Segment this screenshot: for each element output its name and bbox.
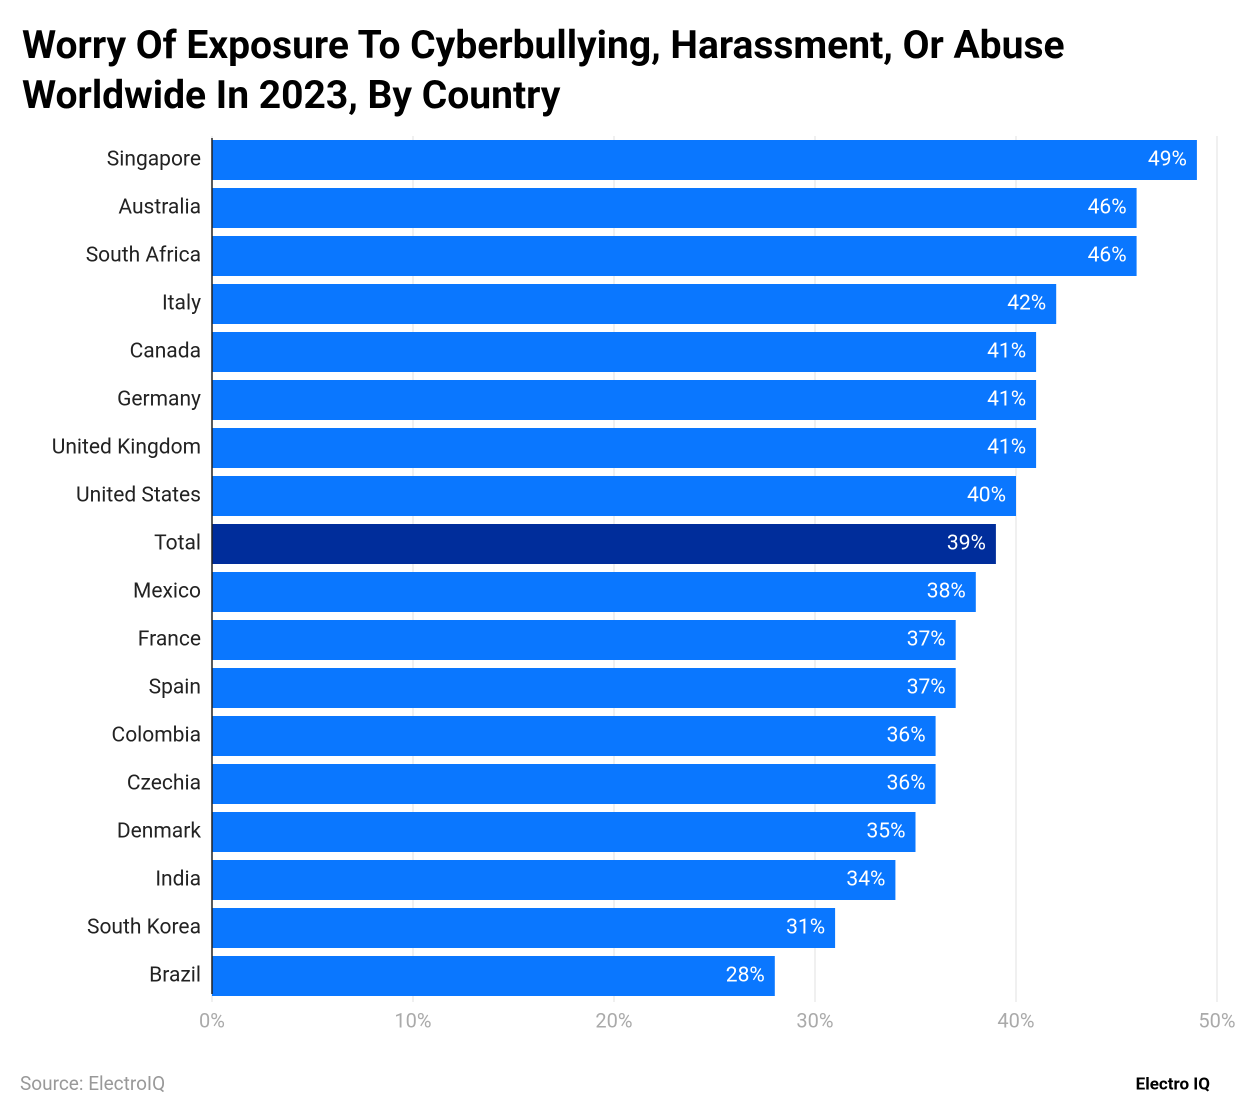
y-tick-label: Canada (130, 340, 201, 364)
value-label: 41% (987, 436, 1026, 460)
value-label: 28% (726, 964, 765, 988)
bar (212, 332, 1037, 372)
y-tick-label: Germany (117, 388, 201, 412)
y-tick-label: United States (76, 484, 201, 508)
bar (212, 284, 1057, 324)
y-tick-label: United Kingdom (52, 436, 201, 460)
value-label: 39% (947, 532, 986, 556)
y-tick-label: South Africa (86, 244, 201, 268)
bar (212, 524, 996, 564)
value-label: 49% (1148, 148, 1187, 172)
y-tick-label: Denmark (117, 820, 201, 844)
x-tick-label: 0% (199, 1008, 225, 1032)
x-tick-label: 40% (997, 1008, 1034, 1032)
x-tick-label: 30% (796, 1008, 833, 1032)
bar (212, 140, 1197, 180)
y-tick-label: Italy (162, 292, 201, 316)
y-tick-label: South Korea (87, 916, 201, 940)
bar (212, 764, 936, 804)
y-tick-label: Brazil (149, 964, 201, 988)
value-label: 41% (987, 340, 1026, 364)
value-label: 38% (927, 580, 966, 604)
value-label: 35% (867, 820, 906, 844)
source: Source: ElectroIQ (20, 1072, 165, 1095)
y-tick-label: Czechia (127, 772, 201, 796)
x-tick-label: 20% (595, 1008, 632, 1032)
chart-title: Worry Of Exposure To Cyberbullying, Hara… (22, 22, 1065, 118)
brand: Electro IQ (1136, 1074, 1210, 1094)
value-label: 42% (1007, 292, 1046, 316)
bar (212, 956, 775, 996)
y-tick-label: Singapore (107, 148, 201, 172)
bar (212, 716, 936, 756)
bar (212, 572, 976, 612)
y-tick-label: Colombia (112, 724, 201, 748)
bar (212, 428, 1037, 468)
value-label: 41% (987, 388, 1026, 412)
value-label: 37% (907, 628, 946, 652)
y-tick-label: Spain (149, 676, 201, 700)
value-label: 40% (967, 484, 1006, 508)
value-label: 34% (846, 868, 885, 892)
value-label: 37% (907, 676, 946, 700)
value-label: 36% (887, 724, 926, 748)
bar (212, 476, 1016, 516)
bar (212, 812, 916, 852)
bar (212, 908, 836, 948)
y-tick-label: India (155, 868, 201, 892)
bar (212, 236, 1137, 276)
y-tick-label: Australia (118, 196, 201, 220)
bar (212, 188, 1137, 228)
bar (212, 380, 1037, 420)
y-tick-label: Mexico (133, 580, 201, 604)
bar (212, 860, 896, 900)
bar (212, 668, 956, 708)
value-label: 31% (786, 916, 825, 940)
y-tick-label: France (138, 628, 201, 652)
value-label: 46% (1088, 244, 1127, 268)
x-tick-label: 10% (394, 1008, 431, 1032)
value-label: 46% (1088, 196, 1127, 220)
y-tick-label: Total (154, 532, 201, 556)
value-label: 36% (887, 772, 926, 796)
bar (212, 620, 956, 660)
x-tick-label: 50% (1198, 1008, 1235, 1032)
